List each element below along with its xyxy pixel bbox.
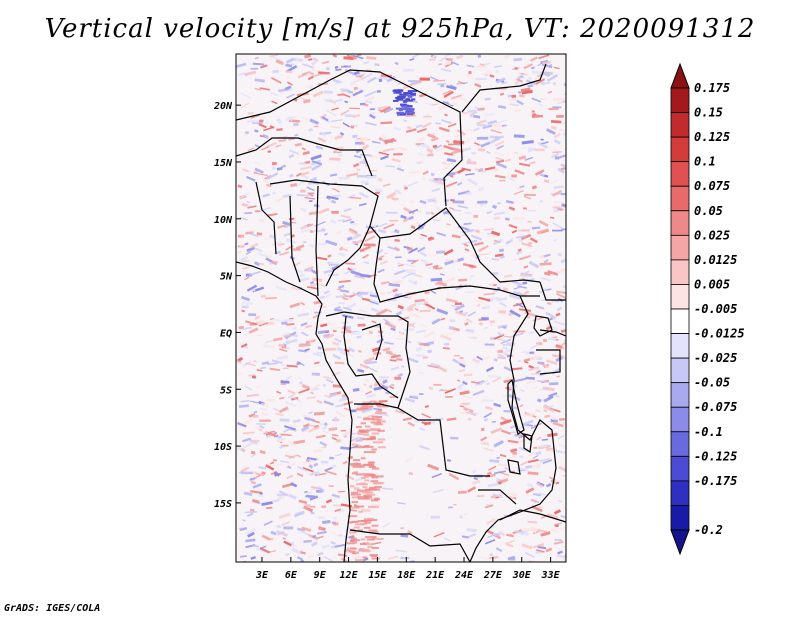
lat-tick-label: 5S (220, 385, 232, 396)
colorbar-bottom-arrow (670, 529, 690, 556)
border-line (343, 315, 399, 399)
lon-tick-label: 27E (483, 570, 503, 581)
colorbar-segment (670, 480, 690, 506)
longitude-axis: 3E 6E 9E 12E 15E 18E 21E 24E 27E 30E 33E (255, 557, 561, 581)
colorbar-segment (670, 382, 690, 408)
lon-tick-label: 3E (255, 570, 269, 581)
lake-outline (523, 433, 533, 454)
colorbar-label: -0.175 (694, 474, 737, 488)
colorbar-label: -0.005 (694, 302, 737, 316)
border-line (236, 69, 463, 207)
colorbar-label: 0.075 (694, 179, 730, 193)
lat-tick-label: 10S (214, 442, 232, 453)
colorbar-segment (670, 406, 690, 433)
colorbar-label: 0.005 (694, 277, 730, 291)
border-line (469, 295, 557, 562)
border-line (349, 529, 471, 562)
map-title: Vertical velocity [m/s] at 925hPa, VT: 2… (44, 14, 756, 44)
lon-tick-label: 24E (454, 570, 474, 581)
colorbar-segment (670, 505, 690, 531)
border-line (236, 137, 373, 177)
colorbar-label: 0.05 (694, 204, 723, 218)
colorbar: 0.175 0.15 0.125 0.1 0.075 0.05 0.025 0.0125 0.0… (670, 62, 745, 556)
colorbar-segment (670, 210, 690, 236)
lon-tick-label: 21E (425, 570, 445, 581)
lat-tick-label: 5N (220, 272, 233, 283)
lon-tick-label: 6E (285, 570, 298, 581)
colorbar-segment (670, 87, 690, 113)
colorbar-label: -0.125 (694, 449, 737, 463)
credit-label: GrADS: IGES/COLA (4, 603, 101, 614)
colorbar-label: 0.025 (694, 228, 730, 242)
colorbar-label: -0.2 (694, 523, 723, 537)
latitude-axis: 20N 15N 10N 5N EQ 5S 10S 15S (213, 101, 241, 510)
border-line (478, 489, 517, 505)
colorbar-segment (670, 259, 690, 285)
colorbar-top-arrow (670, 62, 690, 89)
colorbar-label: -0.1 (694, 425, 723, 439)
colorbar-label: 0.1 (694, 155, 716, 169)
lake-outline (533, 315, 553, 337)
colorbar-label: -0.0125 (694, 327, 745, 341)
lat-tick-label: EQ (220, 328, 232, 339)
colorbar-segment (670, 357, 690, 384)
border-line (255, 181, 277, 255)
lat-tick-label: 15N (214, 158, 233, 169)
border-line (539, 281, 566, 301)
lon-tick-label: 9E (314, 570, 327, 581)
lat-tick-label: 15S (214, 499, 232, 510)
colorbar-segment (670, 161, 690, 187)
border-line (269, 179, 541, 283)
colorbar-segment (670, 308, 690, 334)
border-line (361, 323, 383, 361)
colorbar-label: 0.175 (694, 81, 730, 95)
border-line (354, 403, 399, 409)
border-line (373, 237, 540, 303)
lake-outline (507, 459, 521, 475)
colorbar-label: -0.025 (694, 351, 737, 365)
lon-tick-label: 33E (541, 570, 561, 581)
colorbar-label: 0.125 (694, 130, 730, 144)
colorbar-label: -0.05 (694, 376, 730, 390)
border-line (289, 195, 301, 283)
border-line (539, 329, 566, 337)
colorbar-segment (670, 234, 690, 261)
colorbar-segment (670, 333, 690, 359)
colorbar-segment (670, 431, 690, 457)
colorbar-segment (670, 185, 690, 212)
lon-tick-label: 18E (397, 570, 416, 581)
colorbar-label: -0.075 (694, 400, 737, 414)
lat-tick-label: 20N (213, 101, 233, 112)
border-line (461, 63, 547, 113)
border-line (315, 185, 319, 297)
colorbar-segment (670, 136, 690, 163)
map-frame (235, 53, 567, 563)
lon-tick-label: 15E (368, 570, 387, 581)
colorbar-label: 0.0125 (694, 253, 737, 267)
border-line (325, 225, 371, 287)
colorbar-segment (670, 455, 690, 482)
border-line (325, 311, 490, 477)
lon-tick-label: 30E (512, 570, 532, 581)
coastline (236, 261, 353, 562)
lake-outline (507, 378, 525, 435)
lat-tick-label: 10N (214, 215, 233, 226)
colorbar-segment (670, 112, 690, 138)
border-line (499, 509, 566, 523)
velocity-field (236, 54, 566, 562)
colorbar-label: 0.15 (694, 106, 723, 120)
colorbar-segment (670, 284, 690, 310)
country-borders (236, 63, 566, 562)
border-line (536, 349, 561, 375)
lon-tick-label: 12E (340, 570, 359, 581)
